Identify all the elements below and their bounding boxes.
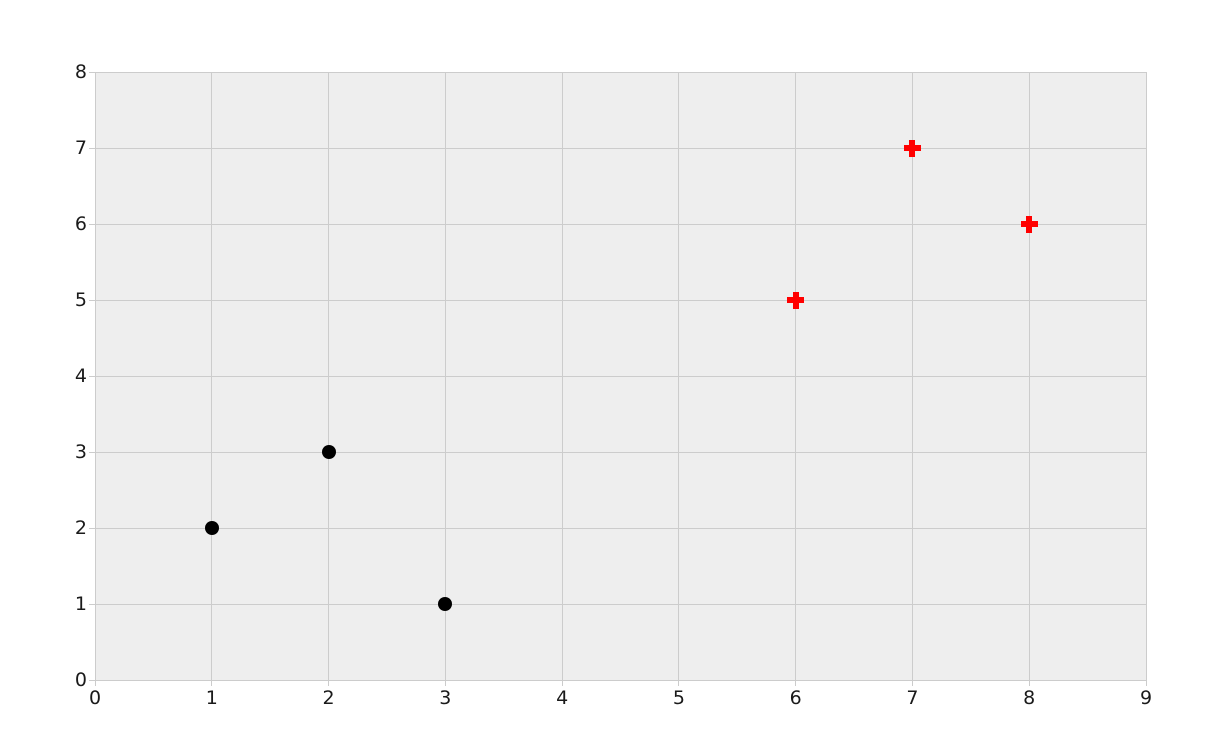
y-tick-label: 0: [74, 669, 87, 691]
y-tick-label: 3: [74, 441, 87, 463]
x-tick-mark: [444, 680, 446, 686]
x-tick-mark: [561, 680, 563, 686]
x-tick-label: 3: [439, 687, 452, 709]
y-tick-mark: [89, 375, 95, 377]
x-tick-mark: [1145, 680, 1147, 686]
x-tick-mark: [94, 680, 96, 686]
x-tick-label: 8: [1023, 687, 1036, 709]
y-gridline: [95, 223, 1146, 225]
x-tick-label: 2: [322, 687, 335, 709]
data-point-circle: [204, 521, 219, 535]
x-tick-label: 1: [205, 687, 218, 709]
y-tick-label: 2: [74, 517, 87, 539]
y-tick-mark: [89, 603, 95, 605]
y-gridline: [95, 299, 1146, 301]
x-tick-mark: [795, 680, 797, 686]
plot-area: [94, 71, 1147, 681]
y-tick-mark: [89, 451, 95, 453]
x-tick-mark: [678, 680, 680, 686]
data-point-plus: [1020, 215, 1038, 233]
y-gridline: [95, 147, 1146, 149]
y-gridline: [95, 375, 1146, 377]
x-tick-mark: [1028, 680, 1030, 686]
y-gridline: [95, 603, 1146, 605]
x-tick-label: 9: [1139, 687, 1153, 709]
data-point-circle: [438, 597, 453, 611]
y-tick-mark: [89, 147, 95, 149]
y-tick-label: 8: [74, 61, 87, 83]
y-gridline: [95, 679, 1146, 681]
x-gridline: [1145, 72, 1147, 680]
x-tick-label: 7: [906, 687, 919, 709]
y-tick-mark: [89, 299, 95, 301]
y-tick-label: 7: [74, 137, 87, 159]
x-tick-label: 5: [672, 687, 685, 709]
y-gridline: [95, 451, 1146, 453]
y-gridline: [95, 527, 1146, 529]
x-tick-mark: [328, 680, 330, 686]
x-tick-label: 0: [88, 687, 102, 709]
y-tick-mark: [89, 71, 95, 73]
data-point-plus: [903, 139, 921, 157]
y-tick-label: 4: [74, 365, 87, 387]
data-point-circle: [321, 445, 336, 459]
x-tick-mark: [911, 680, 913, 686]
y-tick-label: 5: [74, 289, 87, 311]
x-tick-label: 6: [789, 687, 802, 709]
y-gridline: [95, 71, 1146, 73]
y-tick-mark: [89, 223, 95, 225]
x-tick-mark: [211, 680, 213, 686]
data-point-plus: [787, 291, 805, 309]
y-tick-mark: [89, 527, 95, 529]
y-tick-label: 6: [74, 213, 87, 235]
y-tick-label: 1: [74, 593, 87, 615]
y-tick-mark: [89, 679, 95, 681]
x-tick-label: 4: [556, 687, 569, 709]
